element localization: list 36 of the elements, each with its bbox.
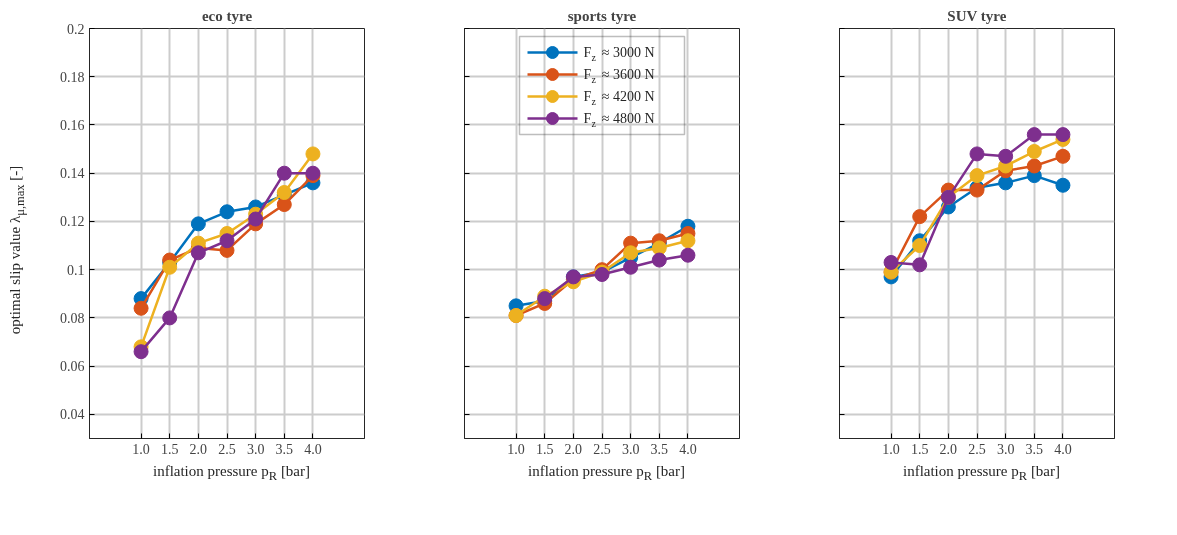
y-tick-label: 0.06 xyxy=(60,359,85,375)
x-tick-label: 3.5 xyxy=(650,441,669,457)
y-tick-label: 0.12 xyxy=(60,214,85,230)
x-tick-label: 4.0 xyxy=(1054,441,1072,457)
y-tick-label: 0.2 xyxy=(67,21,85,37)
x-tick-label: 1.5 xyxy=(160,441,179,457)
x-tick-label: 3.5 xyxy=(275,441,294,457)
y-tick-label: 0.18 xyxy=(60,69,85,85)
x-tick-label: 3.0 xyxy=(996,441,1015,457)
x-tick-label: 2.5 xyxy=(218,441,236,457)
chart-title: eco tyre xyxy=(201,7,253,24)
x-tick-label: 3.5 xyxy=(1025,441,1044,457)
x-tick-label: 4.0 xyxy=(304,441,322,457)
y-tick-label: 0.04 xyxy=(60,407,85,423)
chart-title: sports tyre xyxy=(567,7,637,24)
x-axis-title: inflation pressure p$_{R}$ [bar] xyxy=(526,462,687,485)
y-tick-label: 0.16 xyxy=(60,117,85,133)
y-tick-label: 0.14 xyxy=(60,166,85,182)
x-tick-label: 1.0 xyxy=(132,441,150,457)
x-tick-label: 2.0 xyxy=(939,441,958,457)
x-tick-label: 3.0 xyxy=(621,441,640,457)
x-tick-label: 2.0 xyxy=(564,441,583,457)
chart-title: SUV tyre xyxy=(947,7,1007,24)
x-tick-label: 3.0 xyxy=(246,441,265,457)
x-tick-label: 1.5 xyxy=(910,441,929,457)
y-tick-label: 0.08 xyxy=(60,310,85,326)
x-axis-title: inflation pressure p$_{R}$ [bar] xyxy=(151,462,312,485)
y-tick-label: 0.1 xyxy=(67,262,85,278)
x-axis-title: inflation pressure p$_{R}$ [bar] xyxy=(901,462,1062,485)
x-tick-label: 1.0 xyxy=(507,441,525,457)
x-tick-label: 1.5 xyxy=(535,441,554,457)
x-tick-label: 2.5 xyxy=(593,441,611,457)
x-tick-label: 2.5 xyxy=(968,441,986,457)
x-tick-label: 1.0 xyxy=(882,441,900,457)
x-tick-label: 4.0 xyxy=(679,441,697,457)
x-tick-label: 2.0 xyxy=(189,441,208,457)
